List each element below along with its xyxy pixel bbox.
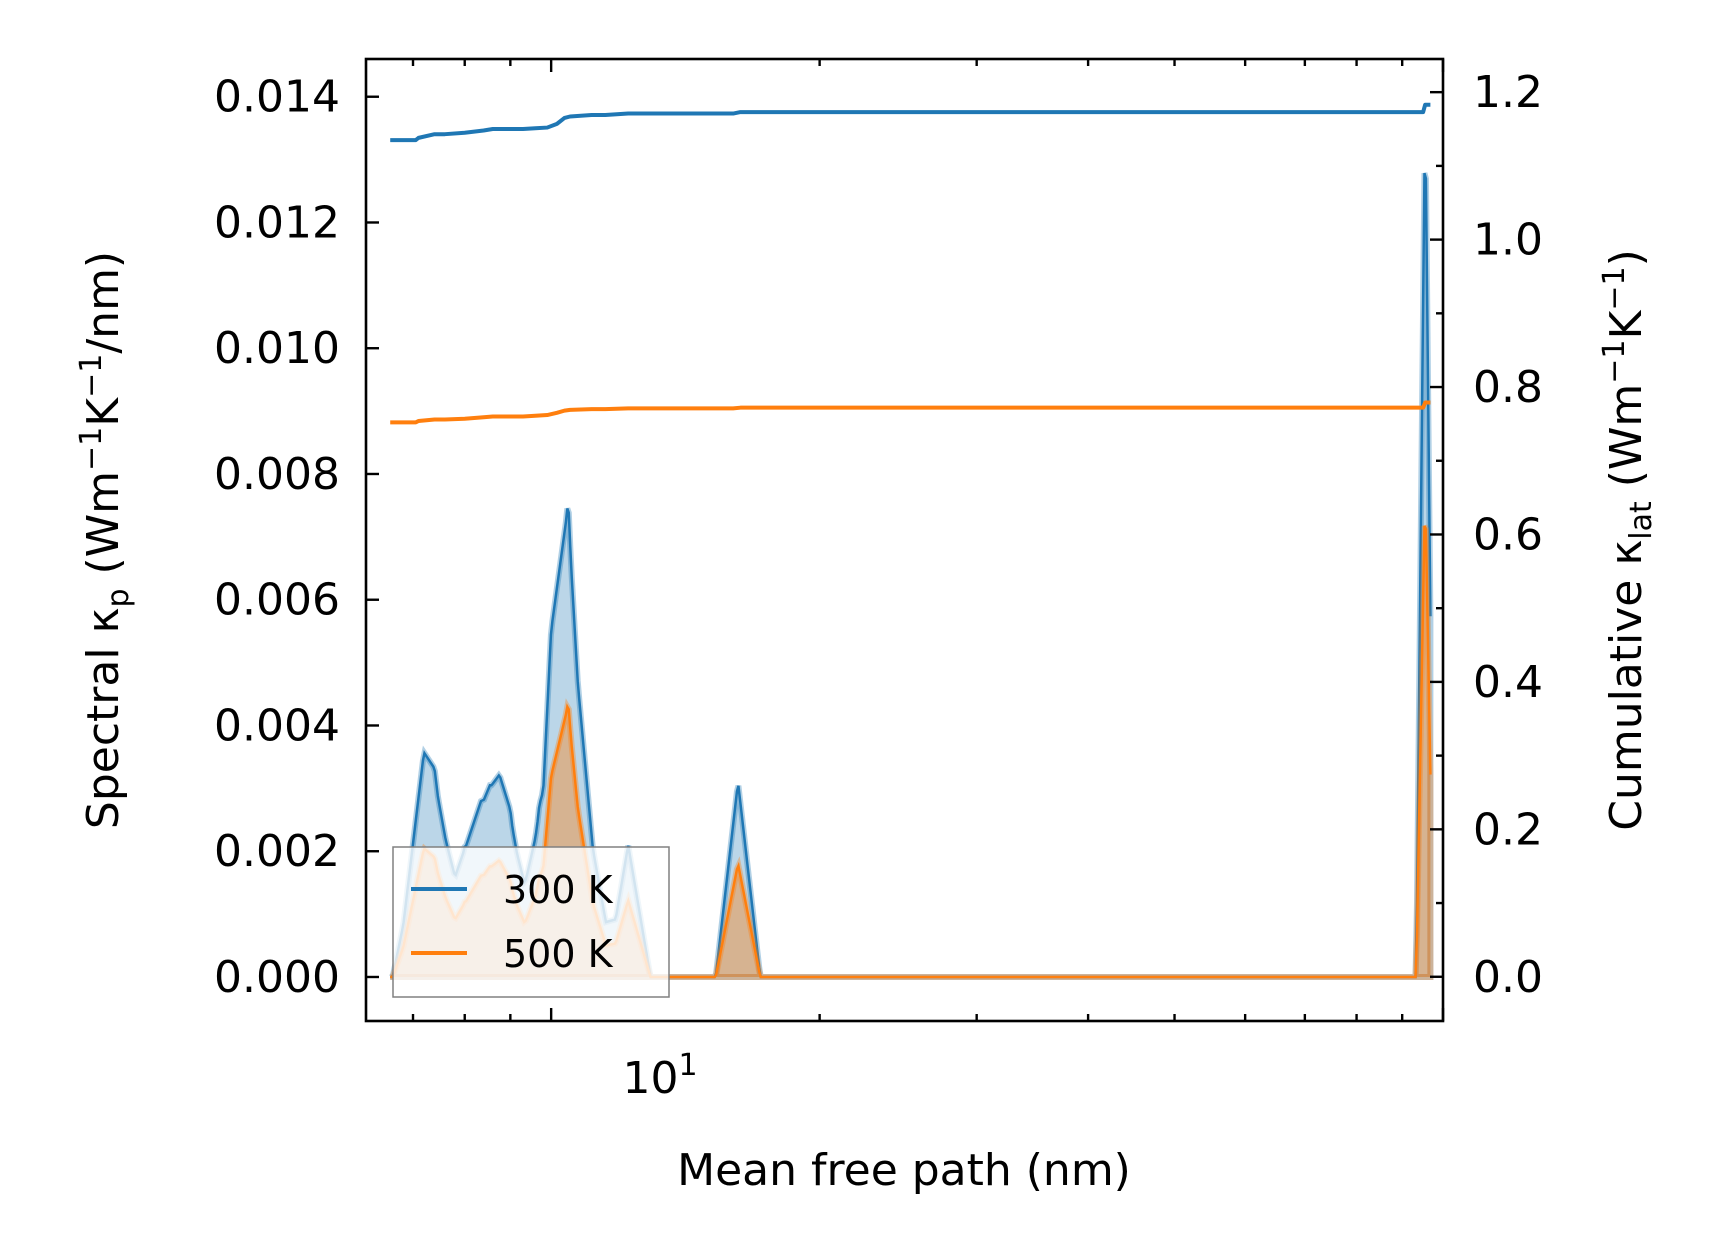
y-left-tick-label: 0.006 xyxy=(214,575,340,626)
ylabel-left-sup2: −1 xyxy=(74,354,109,398)
y-axis-label-right: Cumulative κlat (Wm−1K−1) xyxy=(1597,249,1659,831)
y-right-tick-label: 0.8 xyxy=(1473,362,1543,413)
cumulative-line-300k xyxy=(390,102,1431,143)
ylabel-left-unit-close: /nm) xyxy=(78,251,129,354)
spectral-line-500k xyxy=(390,525,1432,979)
legend-label-300k: 300 K xyxy=(503,868,614,912)
y-right-tick-label: 0.6 xyxy=(1473,509,1543,560)
ylabel-right-pre: Cumulative κ xyxy=(1601,540,1652,831)
legend-box xyxy=(392,846,670,998)
x-tick-exponent: 1 xyxy=(678,1048,697,1083)
y-left-tick-label: 0.010 xyxy=(214,323,340,374)
y-left-tick-label: 0.000 xyxy=(214,952,340,1003)
y-right-tick-label: 0.2 xyxy=(1473,804,1543,855)
ticks-layer: 0.000 0.002 0.004 0.006 0.008 0.010 0.012 0.014… xyxy=(214,59,1543,1021)
legend: 300 K 500 K xyxy=(392,846,670,998)
x-tick-base: 10 xyxy=(622,1053,678,1104)
plot-frame xyxy=(364,57,1445,1023)
ylabel-left-sup1: −1 xyxy=(74,427,109,471)
ylabel-left-pre: Spectral κ xyxy=(78,608,129,830)
ylabel-right-sup1: −1 xyxy=(1597,339,1632,383)
y-left-tick-label: 0.008 xyxy=(214,449,340,500)
cumulative-line-500k xyxy=(390,400,1431,425)
y-left-tick-label: 0.002 xyxy=(214,826,340,877)
x-axis-label: Mean free path (nm) xyxy=(677,1145,1131,1196)
ylabel-right-sub: lat xyxy=(1624,501,1659,540)
y-right-tick-label: 1.0 xyxy=(1473,215,1543,266)
y-axis-label-left: Spectral κp (Wm−1K−1/nm) xyxy=(74,251,136,829)
y-left-tick-label: 0.012 xyxy=(214,197,340,248)
y-right-tick-label: 0.0 xyxy=(1473,952,1543,1003)
ylabel-left-sub: p xyxy=(101,588,136,607)
y-left-tick-label: 0.014 xyxy=(214,72,340,123)
ylabel-right-sup2: −1 xyxy=(1597,266,1632,310)
y-right-tick-label: 0.4 xyxy=(1473,657,1543,708)
y-left-tick-label: 0.004 xyxy=(214,700,340,751)
ylabel-right-mid: K xyxy=(1601,309,1652,339)
x-tick-label-10: 101 xyxy=(622,1048,697,1104)
ylabel-left-mid: K xyxy=(78,397,129,427)
ylabel-left-unit-open: (Wm xyxy=(78,471,129,589)
ylabel-right-unit-close: ) xyxy=(1601,249,1652,266)
ylabel-right-unit-open: (Wm xyxy=(1601,384,1652,502)
y-right-tick-label: 1.2 xyxy=(1473,67,1543,118)
cumulative-series-layer xyxy=(390,102,1431,425)
legend-label-500k: 500 K xyxy=(503,932,614,976)
